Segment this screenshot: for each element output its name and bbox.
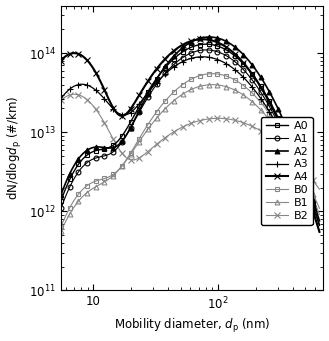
Y-axis label: dN/dlog$d_\mathrm{p}$ (#/km): dN/dlog$d_\mathrm{p}$ (#/km) (6, 96, 24, 200)
X-axis label: Mobility diameter, $d_\mathrm{p}$ (nm): Mobility diameter, $d_\mathrm{p}$ (nm) (114, 317, 270, 336)
Legend: A0, A1, A2, A3, A4, B0, B1, B2: A0, A1, A2, A3, A4, B0, B1, B2 (261, 117, 313, 225)
